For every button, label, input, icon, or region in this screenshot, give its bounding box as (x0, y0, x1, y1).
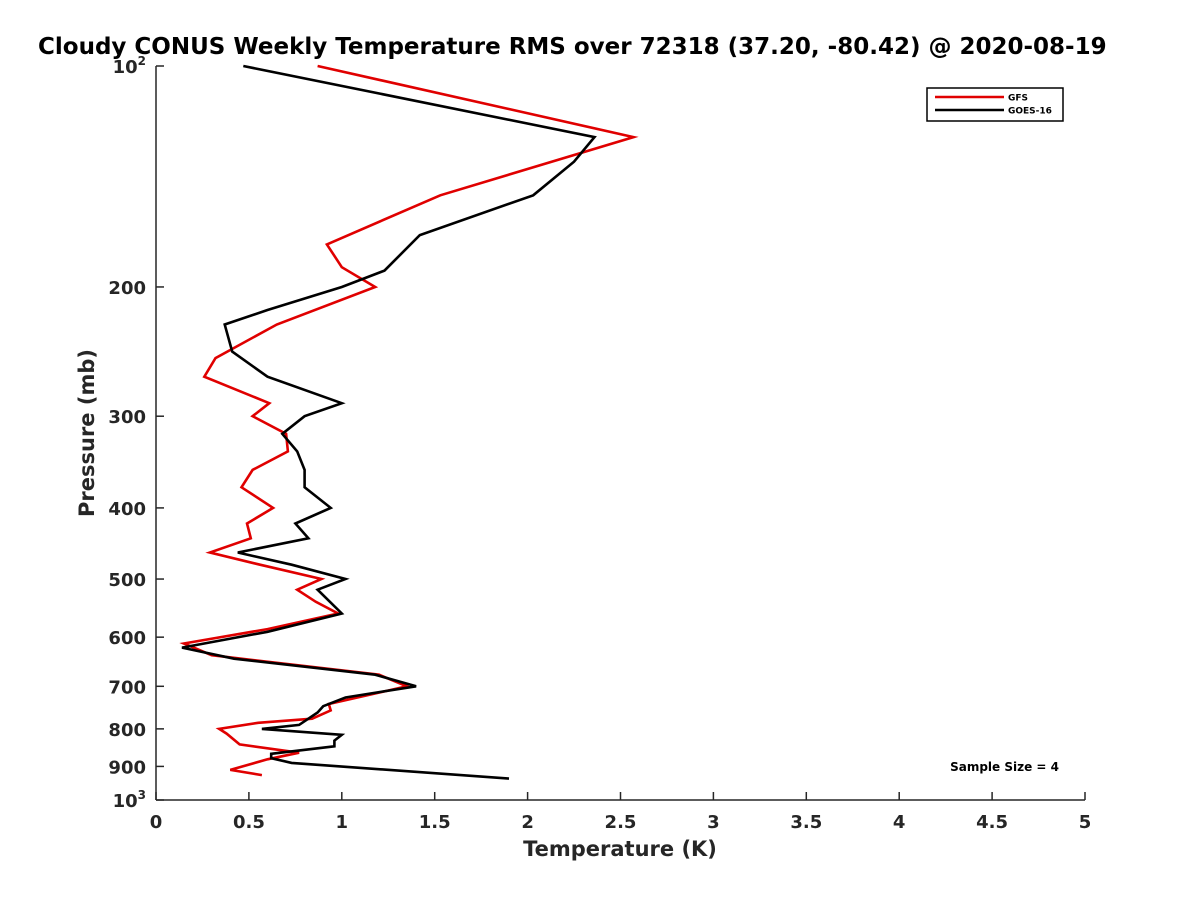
y-tick-label: 102 (113, 54, 146, 78)
x-tick-label: 4 (893, 812, 906, 833)
x-tick-label: 2 (521, 812, 534, 833)
y-tick-label: 200 (108, 278, 146, 299)
y-tick-label: 600 (108, 628, 146, 649)
x-tick-label: 0.5 (233, 812, 265, 833)
chart-title: Cloudy CONUS Weekly Temperature RMS over… (38, 34, 1107, 60)
y-tick-label: 800 (108, 720, 146, 741)
x-tick-label: 1 (336, 812, 349, 833)
legend: GFS GOES-16 (926, 87, 1064, 122)
y-tick-label: 103 (113, 788, 146, 812)
y-tick-label: 500 (108, 570, 146, 591)
x-tick-label: 5 (1079, 812, 1092, 833)
x-axis-label: Temperature (K) (523, 837, 717, 861)
sample-size-annotation: Sample Size = 4 (950, 760, 1059, 774)
legend-entry-label: GFS (1008, 94, 1028, 104)
legend-box (926, 87, 1064, 122)
legend-entry-label: GOES-16 (1008, 107, 1052, 117)
y-axis-label: Pressure (mb) (75, 349, 99, 517)
series-line-goes-16 (181, 64, 597, 780)
x-tick-label: 0 (150, 812, 163, 833)
y-tick-label: 300 (108, 407, 146, 428)
y-tick-label: 700 (108, 677, 146, 698)
x-tick-label: 3 (707, 812, 720, 833)
y-tick-label: 900 (108, 757, 146, 778)
x-tick-label: 4.5 (976, 812, 1008, 833)
x-tick-label: 1.5 (419, 812, 451, 833)
x-tick-label: 2.5 (605, 812, 637, 833)
y-tick-label: 400 (108, 499, 146, 520)
x-tick-label: 3.5 (790, 812, 822, 833)
series-line-gfs (179, 64, 639, 777)
